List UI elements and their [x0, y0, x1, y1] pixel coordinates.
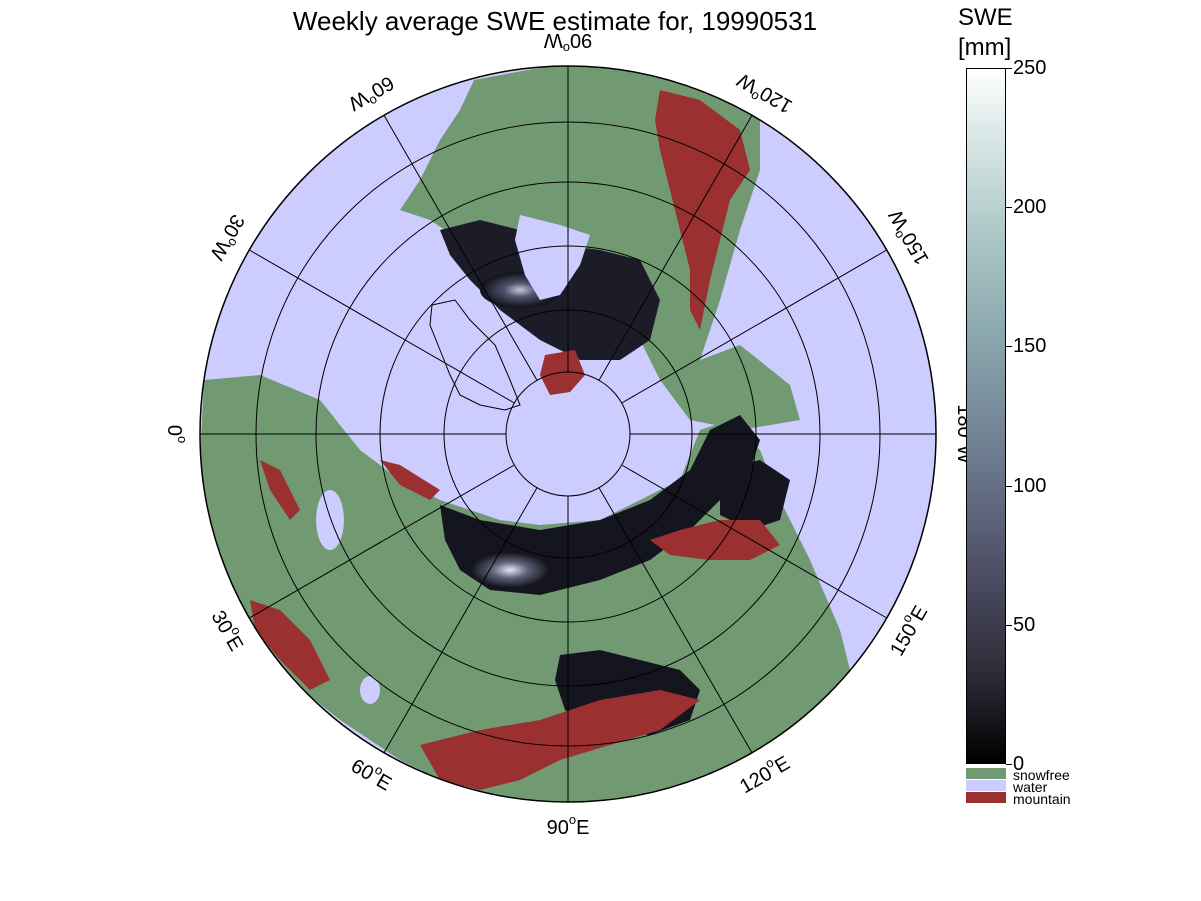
- legend-label-water: water: [1013, 779, 1048, 795]
- himalaya-mountains: [420, 690, 700, 790]
- siberia-mountains: [650, 520, 780, 560]
- meridian-line: [598, 487, 753, 753]
- meridian-line: [383, 487, 538, 753]
- greenland-outline: [429, 299, 521, 411]
- legend-swatch-mountain: [966, 792, 1006, 803]
- legend-swatch-snowfree: [966, 768, 1006, 779]
- colorbar-tick: [1006, 485, 1012, 487]
- legend-label-snowfree: snowfree: [1013, 767, 1070, 783]
- colorbar-gradient: [966, 68, 1006, 764]
- colorbar-tick-label: 150: [1013, 335, 1047, 358]
- meridian-label: 60oE: [347, 751, 398, 796]
- meridian-line: [249, 249, 515, 404]
- colorbar-tick: [1006, 207, 1012, 209]
- asia-snow-east: [720, 460, 790, 530]
- colorbar-title: SWE: [958, 4, 1013, 31]
- colorbar-tick-label: 200: [1013, 196, 1047, 219]
- meridian-label: 90oE: [547, 812, 590, 839]
- meridian-line: [598, 115, 753, 381]
- colorbar-tick: [1006, 764, 1012, 765]
- alps-mountains: [250, 600, 330, 690]
- colorbar-tick: [1006, 624, 1012, 626]
- colorbar-tick-label: 250: [1013, 57, 1047, 79]
- arctic-snow-band: [440, 415, 760, 595]
- colorbar-tick-label: 0: [1013, 753, 1025, 775]
- colorbar-tick-label: 100: [1013, 474, 1047, 497]
- colorbar-unit: [mm]: [958, 34, 1012, 61]
- colorbar-tick: [1006, 346, 1012, 348]
- colorbar-tick-label: 50: [1013, 613, 1036, 636]
- legend-label-mountain: mountain: [1013, 791, 1071, 807]
- meridian-label: 30oE: [206, 605, 251, 656]
- meridian-line: [249, 464, 515, 619]
- meridian-line: [621, 464, 887, 619]
- meridian-label: 0o: [163, 425, 190, 443]
- caspian-sea: [360, 676, 380, 704]
- scandinavia-mountains: [260, 460, 300, 520]
- meridian-line: [383, 115, 538, 381]
- hudson-bay: [515, 215, 590, 300]
- ural-mountains: [380, 460, 440, 500]
- snow-peak-taimyr: [470, 552, 550, 588]
- colorbar-tick: [1006, 68, 1012, 69]
- rockies-mountains: [655, 90, 750, 330]
- legend-swatch-water: [966, 780, 1006, 791]
- meridian-lines: [200, 66, 936, 802]
- map-title: Weekly average SWE estimate for, 1999053…: [292, 6, 818, 36]
- meridian-label: 90oW: [544, 29, 592, 56]
- meridian-line: [621, 249, 887, 404]
- arctic-ocean-open: [450, 330, 640, 495]
